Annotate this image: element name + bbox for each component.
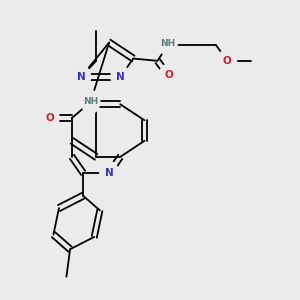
Circle shape: [81, 91, 100, 113]
Text: O: O: [45, 113, 54, 123]
Text: N: N: [77, 72, 85, 82]
Circle shape: [72, 65, 91, 88]
Text: NH: NH: [160, 39, 176, 48]
Text: O: O: [223, 56, 232, 66]
Circle shape: [40, 106, 59, 129]
Circle shape: [158, 32, 177, 55]
Text: NH: NH: [83, 98, 98, 106]
Circle shape: [218, 50, 237, 72]
Text: N: N: [105, 168, 113, 178]
Circle shape: [159, 64, 178, 87]
Circle shape: [100, 161, 118, 184]
Text: N: N: [116, 72, 125, 82]
Text: O: O: [164, 70, 173, 80]
Circle shape: [111, 65, 130, 88]
